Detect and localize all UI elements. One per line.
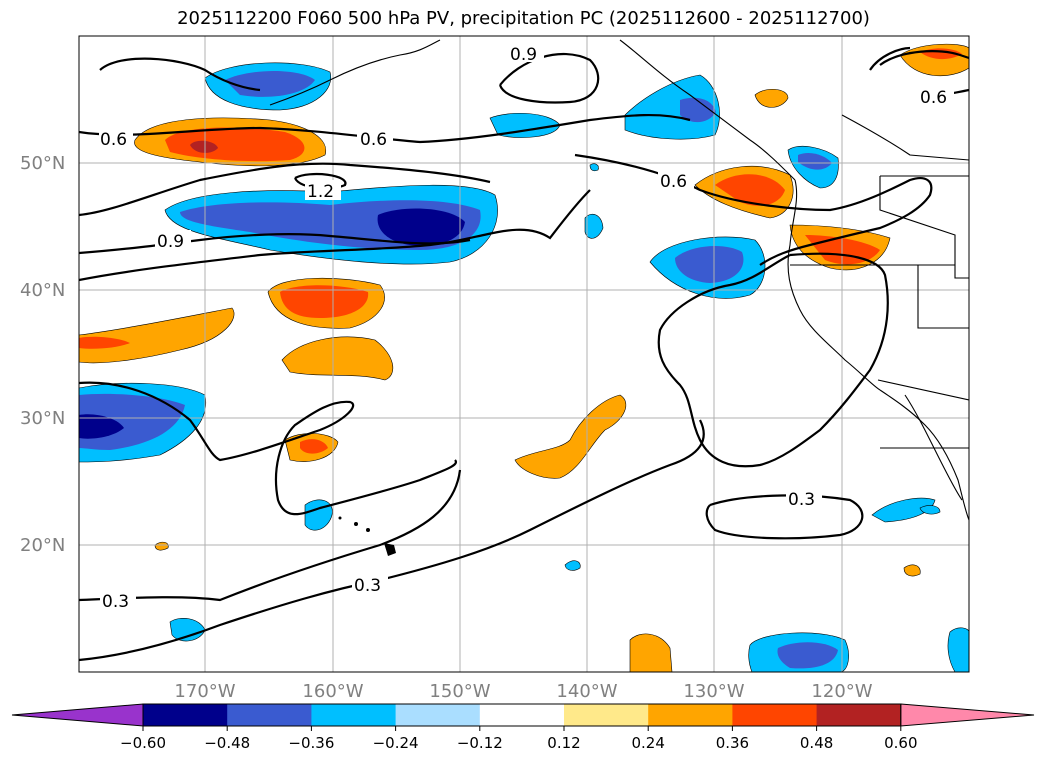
colorbar-segment <box>479 704 565 726</box>
map-title: 2025112200 F060 500 hPa PV, precipitatio… <box>177 8 870 29</box>
pv-contour-0.3-south <box>79 469 462 602</box>
pv-contour-0.6-central <box>79 189 591 282</box>
colorbar-segment <box>143 704 228 726</box>
lat-label-30: 30°N <box>20 408 65 429</box>
contour-label: 0.6 <box>920 88 947 108</box>
coastlines <box>269 39 969 521</box>
colorbar-tick-label: 0.48 <box>800 734 833 752</box>
colorbar-tick-label: −0.60 <box>120 734 166 752</box>
hawaii-islands <box>338 516 396 556</box>
colorbar-extend-low <box>11 703 144 727</box>
lon-label-160w: 160°W <box>302 681 363 702</box>
colorbar-tick-label: −0.36 <box>288 734 334 752</box>
contour-label: 0.3 <box>102 592 129 612</box>
pv-contour-0.9-lower <box>79 233 471 255</box>
contour-label: 1.2 <box>307 182 334 202</box>
colorbar-frame <box>142 703 902 727</box>
colorbar-extend-high <box>900 703 1035 727</box>
contour-label: 0.6 <box>360 130 387 150</box>
pv-contour-0.3-bottom <box>79 419 705 662</box>
contour-label: 0.3 <box>354 576 381 596</box>
lon-label-170w: 170°W <box>174 681 235 702</box>
pv-contour-0.9-mid <box>79 162 491 217</box>
pv-contour-0.6-sw <box>79 381 458 516</box>
pv-contour-0.6-trough <box>574 153 933 266</box>
contour-label: 0.6 <box>660 172 687 192</box>
lon-label-140w: 140°W <box>556 681 617 702</box>
colorbar-segment <box>395 704 481 726</box>
lat-label-40: 40°N <box>20 280 65 301</box>
pv-contour-0.6-right <box>879 50 969 66</box>
colorbar-segment <box>227 704 312 726</box>
contour-label: 0.9 <box>157 232 184 252</box>
pv-contour-0.6-west <box>79 113 691 144</box>
map-frame <box>78 35 970 673</box>
pv-contour-0.9-ne <box>869 46 911 71</box>
lat-label-20: 20°N <box>20 535 65 556</box>
colorbar-tick-label: −0.12 <box>457 734 503 752</box>
colorbar-tick-label: 0.24 <box>631 734 664 752</box>
lon-label-120w: 120°W <box>811 681 872 702</box>
latitude-labels: 50°N 40°N 30°N 20°N <box>20 153 65 556</box>
colorbar-tick-label: 0.60 <box>884 734 917 752</box>
lon-label-130w: 130°W <box>683 681 744 702</box>
colorbar-segment <box>564 704 649 726</box>
colorbar-segment <box>816 704 902 726</box>
colorbar-tick-label: 0.12 <box>547 734 580 752</box>
contour-label: 0.9 <box>510 45 537 65</box>
graticule <box>79 36 969 672</box>
lon-label-150w: 150°W <box>429 681 490 702</box>
longitude-labels: 170°W 160°W 150°W 140°W 130°W 120°W <box>174 681 872 702</box>
colorbar-segment <box>732 704 818 726</box>
contour-labels: 0.9 0.6 0.6 0.6 1.2 0.9 0.6 0.3 0.3 0.3 <box>99 42 954 612</box>
colorbar-segment <box>311 704 397 726</box>
colorbar: −0.60 −0.48 −0.36 −0.24 −0.12 0.12 0.24 0.36 0.4… <box>11 703 1035 752</box>
colorbar-tick-label: −0.48 <box>204 734 250 752</box>
lat-label-50: 50°N <box>20 153 65 174</box>
colorbar-tick-label: 0.36 <box>716 734 749 752</box>
pv-contour-0.9-north <box>99 57 261 92</box>
colorbar-segment <box>648 704 733 726</box>
contour-label: 0.3 <box>788 490 815 510</box>
contour-label: 0.6 <box>100 130 127 150</box>
pv-contour-0.6-cutoff <box>657 252 889 468</box>
colorbar-tick-label: −0.24 <box>373 734 419 752</box>
